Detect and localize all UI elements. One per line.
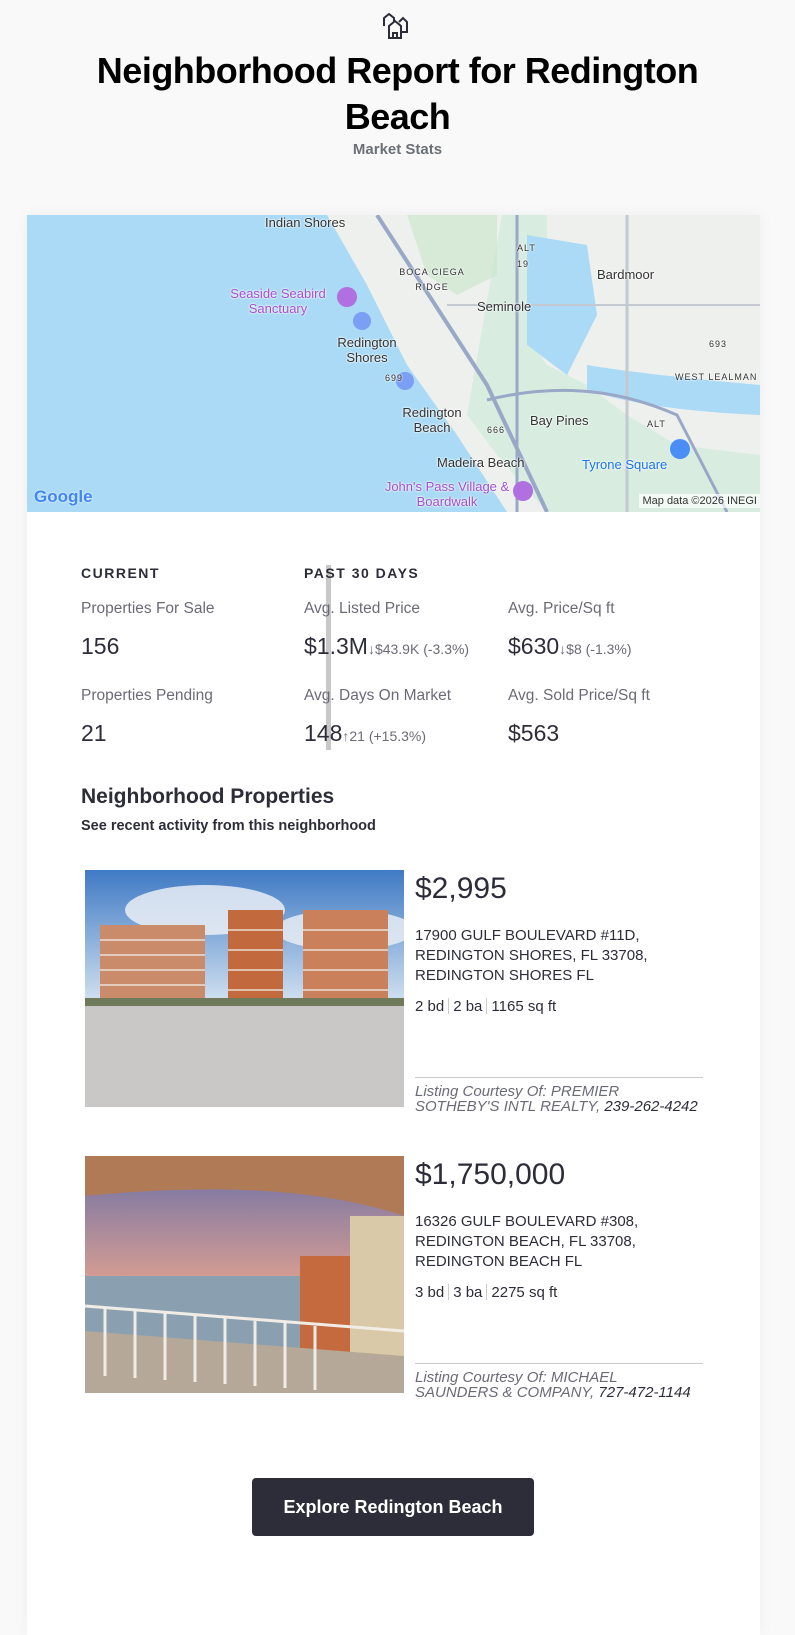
listing-courtesy: Listing Courtesy Of: PREMIER SOTHEBY'S I… xyxy=(415,1077,703,1114)
property-photo[interactable] xyxy=(85,870,404,1107)
map-label: Bay Pines xyxy=(530,413,589,428)
sold-sqft-label: Avg. Sold Price/Sq ft xyxy=(508,687,650,704)
stats-divider xyxy=(326,565,331,750)
property-specs: 2 bd 2 ba 1165 sq ft xyxy=(415,998,556,1015)
price-sqft-change: ↓$8 (-1.3%) xyxy=(559,641,632,657)
map-label: Redington Beach xyxy=(402,405,462,435)
price-sqft-value: $630↓$8 (-1.3%) xyxy=(508,633,632,659)
pending-value: 21 xyxy=(81,720,107,746)
agent-phone: 239-262-4242 xyxy=(604,1098,698,1115)
beds: 2 bd xyxy=(415,998,445,1015)
market-stats: CURRENT Properties For Sale 156 Properti… xyxy=(81,565,721,750)
property-address[interactable]: 16326 GULF BOULEVARD #308, REDINGTON BEA… xyxy=(415,1213,639,1270)
dom-label: Avg. Days On Market xyxy=(304,687,452,704)
page-title: Neighborhood Report for Redington Beach xyxy=(96,50,699,137)
route-shield: ALT xyxy=(517,243,536,253)
houses-icon xyxy=(383,12,408,39)
section-title: Neighborhood Properties xyxy=(81,785,335,808)
report-card: Indian Shores BOCA CIEGA RIDGE Bardmoor … xyxy=(27,215,760,1635)
google-logo: Google xyxy=(34,487,93,506)
pending-label: Properties Pending xyxy=(81,687,213,704)
sold-sqft-value: $563 xyxy=(508,720,560,746)
map-label: Seaside Seabird Sanctuary xyxy=(230,286,326,316)
property-price: $1,750,000 xyxy=(415,1158,566,1191)
property-price: $2,995 xyxy=(415,872,507,905)
dom-change: ↑21 (+15.3%) xyxy=(342,728,427,744)
listed-price-label: Avg. Listed Price xyxy=(304,600,421,617)
dom-value: 148↑21 (+15.3%) xyxy=(304,720,427,746)
page-subtitle: Market Stats xyxy=(352,141,443,158)
sqft: 1165 sq ft xyxy=(491,998,557,1015)
map-label: BOCA CIEGA RIDGE xyxy=(399,267,465,292)
map-label: WEST LEALMAN xyxy=(675,372,758,382)
listing-courtesy: Listing Courtesy Of: MICHAEL SAUNDERS & … xyxy=(415,1363,703,1400)
map-label: Tyrone Square xyxy=(582,457,668,472)
property-address[interactable]: 17900 GULF BOULEVARD #11D, REDINGTON SHO… xyxy=(415,927,648,984)
property-specs: 3 bd 3 ba 2275 sq ft xyxy=(415,1284,557,1301)
sqft: 2275 sq ft xyxy=(491,1284,558,1301)
agent-phone: 727-472-1144 xyxy=(598,1384,691,1401)
route-shield: 666 xyxy=(487,425,506,435)
property-photo[interactable] xyxy=(85,1156,404,1393)
baths: 2 ba xyxy=(453,998,483,1015)
beds: 3 bd xyxy=(415,1284,445,1301)
property-card[interactable]: $2,995 17900 GULF BOULEVARD #11D, REDING… xyxy=(85,870,705,1114)
map-label: Indian Shores xyxy=(265,215,346,230)
for-sale-value: 156 xyxy=(81,633,120,659)
explore-button[interactable]: Explore Redington Beach xyxy=(252,1478,534,1536)
route-shield: 693 xyxy=(709,339,728,349)
route-shield: ALT xyxy=(647,419,666,429)
current-heading: CURRENT xyxy=(81,565,160,581)
baths: 3 ba xyxy=(453,1284,483,1301)
map-label: Madeira Beach xyxy=(437,455,525,470)
route-shield: 19 xyxy=(517,259,530,269)
price-sqft-label: Avg. Price/Sq ft xyxy=(508,600,615,617)
neighborhood-map[interactable]: Indian Shores BOCA CIEGA RIDGE Bardmoor … xyxy=(27,215,760,512)
map-label: John's Pass Village & Boardwalk xyxy=(384,479,510,509)
property-card[interactable]: $1,750,000 16326 GULF BOULEVARD #308, RE… xyxy=(85,1156,705,1400)
for-sale-label: Properties For Sale xyxy=(81,600,215,617)
past-heading: PAST 30 DAYS xyxy=(304,565,420,581)
map-label: Seminole xyxy=(477,299,532,314)
listed-price-value: $1.3M↓$43.9K (-3.3%) xyxy=(304,633,470,659)
section-subtitle: See recent activity from this neighborho… xyxy=(81,818,376,834)
listed-price-change: ↓$43.9K (-3.3%) xyxy=(367,641,470,657)
map-label: Bardmoor xyxy=(597,267,655,282)
map-attribution[interactable]: Map data ©2026 INEGI xyxy=(639,494,760,508)
route-shield: 699 xyxy=(385,373,404,383)
map-label: Redington Shores xyxy=(337,335,397,365)
